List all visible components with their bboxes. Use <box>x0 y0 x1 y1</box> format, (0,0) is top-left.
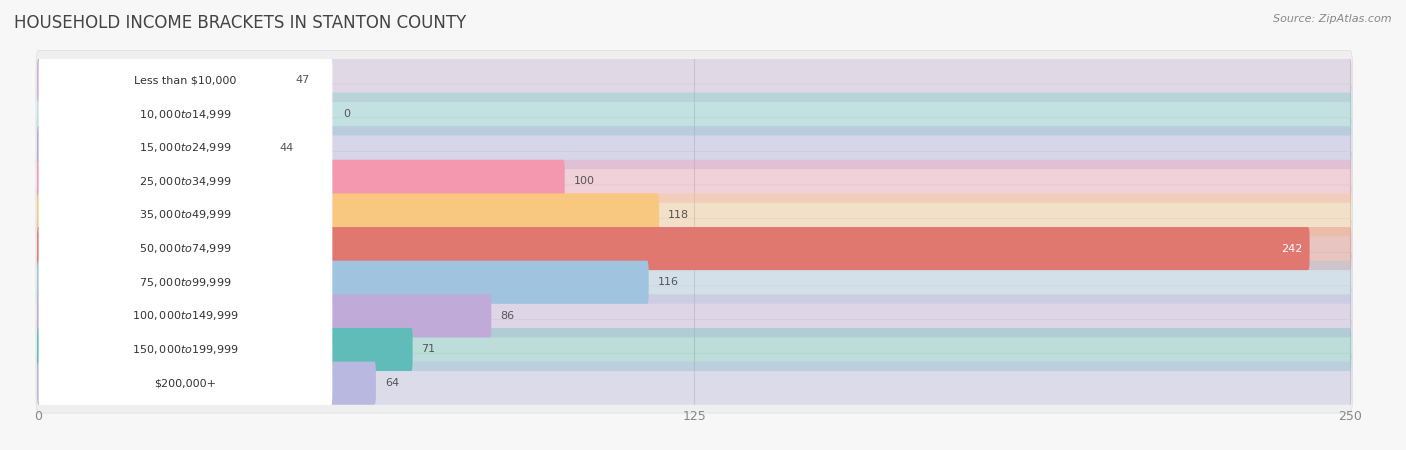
Text: 71: 71 <box>422 345 436 355</box>
FancyBboxPatch shape <box>37 93 1351 135</box>
FancyBboxPatch shape <box>37 219 1353 279</box>
FancyBboxPatch shape <box>37 294 491 338</box>
FancyBboxPatch shape <box>37 194 1351 236</box>
Text: $50,000 to $74,999: $50,000 to $74,999 <box>139 242 232 255</box>
Text: $200,000+: $200,000+ <box>155 378 217 388</box>
Text: Less than $10,000: Less than $10,000 <box>135 75 236 86</box>
FancyBboxPatch shape <box>37 227 1351 270</box>
FancyBboxPatch shape <box>37 320 1353 379</box>
FancyBboxPatch shape <box>38 288 332 343</box>
Text: $10,000 to $14,999: $10,000 to $14,999 <box>139 108 232 121</box>
FancyBboxPatch shape <box>37 160 1351 203</box>
FancyBboxPatch shape <box>38 356 332 411</box>
FancyBboxPatch shape <box>37 362 1351 405</box>
FancyBboxPatch shape <box>37 252 1353 312</box>
FancyBboxPatch shape <box>37 84 1353 144</box>
Text: 86: 86 <box>501 311 515 321</box>
FancyBboxPatch shape <box>37 151 1353 211</box>
FancyBboxPatch shape <box>38 154 332 209</box>
FancyBboxPatch shape <box>37 118 1353 178</box>
Text: $100,000 to $149,999: $100,000 to $149,999 <box>132 309 239 322</box>
Text: 44: 44 <box>280 143 294 153</box>
FancyBboxPatch shape <box>37 261 1351 304</box>
FancyBboxPatch shape <box>38 86 332 142</box>
Text: 0: 0 <box>343 109 350 119</box>
FancyBboxPatch shape <box>37 50 1353 110</box>
Text: HOUSEHOLD INCOME BRACKETS IN STANTON COUNTY: HOUSEHOLD INCOME BRACKETS IN STANTON COU… <box>14 14 467 32</box>
Text: 64: 64 <box>385 378 399 388</box>
FancyBboxPatch shape <box>37 160 565 203</box>
FancyBboxPatch shape <box>37 294 1351 338</box>
Text: $15,000 to $24,999: $15,000 to $24,999 <box>139 141 232 154</box>
Text: $75,000 to $99,999: $75,000 to $99,999 <box>139 276 232 289</box>
FancyBboxPatch shape <box>38 120 332 175</box>
FancyBboxPatch shape <box>37 353 1353 413</box>
Text: 100: 100 <box>574 176 595 186</box>
FancyBboxPatch shape <box>38 322 332 377</box>
FancyBboxPatch shape <box>37 194 659 236</box>
Text: $150,000 to $199,999: $150,000 to $199,999 <box>132 343 239 356</box>
FancyBboxPatch shape <box>38 53 332 108</box>
Text: Source: ZipAtlas.com: Source: ZipAtlas.com <box>1274 14 1392 23</box>
FancyBboxPatch shape <box>37 362 375 405</box>
FancyBboxPatch shape <box>37 185 1353 245</box>
FancyBboxPatch shape <box>38 255 332 310</box>
FancyBboxPatch shape <box>37 261 648 304</box>
Text: $35,000 to $49,999: $35,000 to $49,999 <box>139 208 232 221</box>
Text: 116: 116 <box>658 277 679 287</box>
FancyBboxPatch shape <box>37 286 1353 346</box>
FancyBboxPatch shape <box>37 328 1351 371</box>
FancyBboxPatch shape <box>38 187 332 243</box>
Text: 47: 47 <box>295 75 309 86</box>
FancyBboxPatch shape <box>37 59 287 102</box>
Text: 242: 242 <box>1281 243 1303 253</box>
Text: 118: 118 <box>668 210 689 220</box>
FancyBboxPatch shape <box>37 59 1351 102</box>
FancyBboxPatch shape <box>37 126 271 169</box>
FancyBboxPatch shape <box>37 227 1309 270</box>
FancyBboxPatch shape <box>37 126 1351 169</box>
FancyBboxPatch shape <box>37 328 412 371</box>
Text: $25,000 to $34,999: $25,000 to $34,999 <box>139 175 232 188</box>
FancyBboxPatch shape <box>38 221 332 276</box>
